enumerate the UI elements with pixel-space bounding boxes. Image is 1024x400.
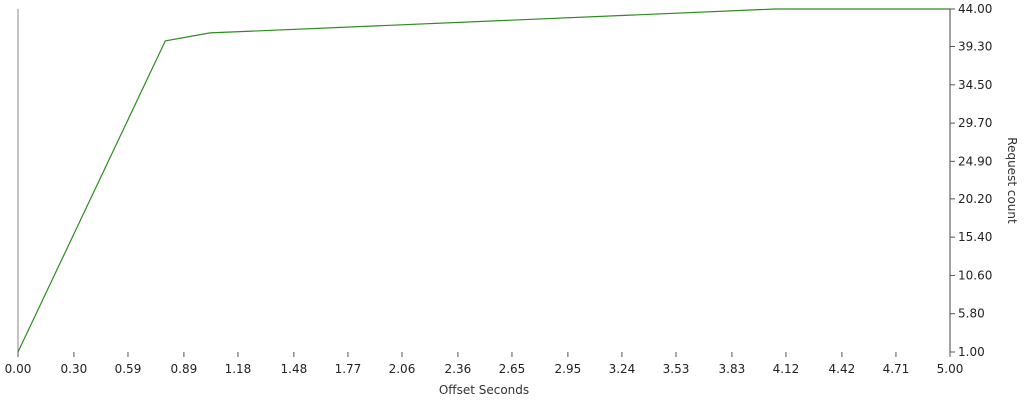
x-tick-group: 0.00 0.30 0.59 0.89 1.18 1.48 1.77 2.06 2.36 2.65… xyxy=(5,352,964,376)
x-tick-label: 0.89 xyxy=(171,362,198,376)
y-tick-label: 29.70 xyxy=(958,116,992,130)
x-tick-label: 2.06 xyxy=(389,362,416,376)
x-tick-label: 2.65 xyxy=(499,362,526,376)
y-tick-label: 10.60 xyxy=(958,268,992,282)
x-tick-label: 0.00 xyxy=(5,362,32,376)
x-tick-label: 3.24 xyxy=(609,362,636,376)
y-tick-label: 15.40 xyxy=(958,230,992,244)
x-tick-label: 1.18 xyxy=(225,362,252,376)
x-tick-label: 1.48 xyxy=(281,362,308,376)
x-tick-label: 3.53 xyxy=(663,362,690,376)
x-tick-label: 2.95 xyxy=(555,362,582,376)
x-tick-label: 3.83 xyxy=(719,362,746,376)
x-tick-label: 1.77 xyxy=(335,362,362,376)
x-tick-label: 4.71 xyxy=(883,362,910,376)
x-tick-label: 4.42 xyxy=(829,362,856,376)
y-tick-label: 24.90 xyxy=(958,154,992,168)
y-tick-group: 1.00 5.80 10.60 15.40 20.20 24.90 29.70 34.50 39… xyxy=(950,2,992,359)
y-tick-label: 1.00 xyxy=(958,345,985,359)
y-tick-label: 39.30 xyxy=(958,39,992,53)
y-tick-label: 5.80 xyxy=(958,307,985,321)
x-tick-label: 5.00 xyxy=(937,362,964,376)
y-tick-label: 20.20 xyxy=(958,192,992,206)
y-tick-label: 44.00 xyxy=(958,2,992,16)
x-axis-title: Offset Seconds xyxy=(439,383,529,397)
y-axis-title: Request count xyxy=(1005,137,1019,224)
x-tick-label: 4.12 xyxy=(773,362,800,376)
x-tick-label: 2.36 xyxy=(445,362,472,376)
y-tick-label: 34.50 xyxy=(958,78,992,92)
series-line xyxy=(17,8,950,353)
x-tick-label: 0.30 xyxy=(61,362,88,376)
x-tick-label: 0.59 xyxy=(115,362,142,376)
